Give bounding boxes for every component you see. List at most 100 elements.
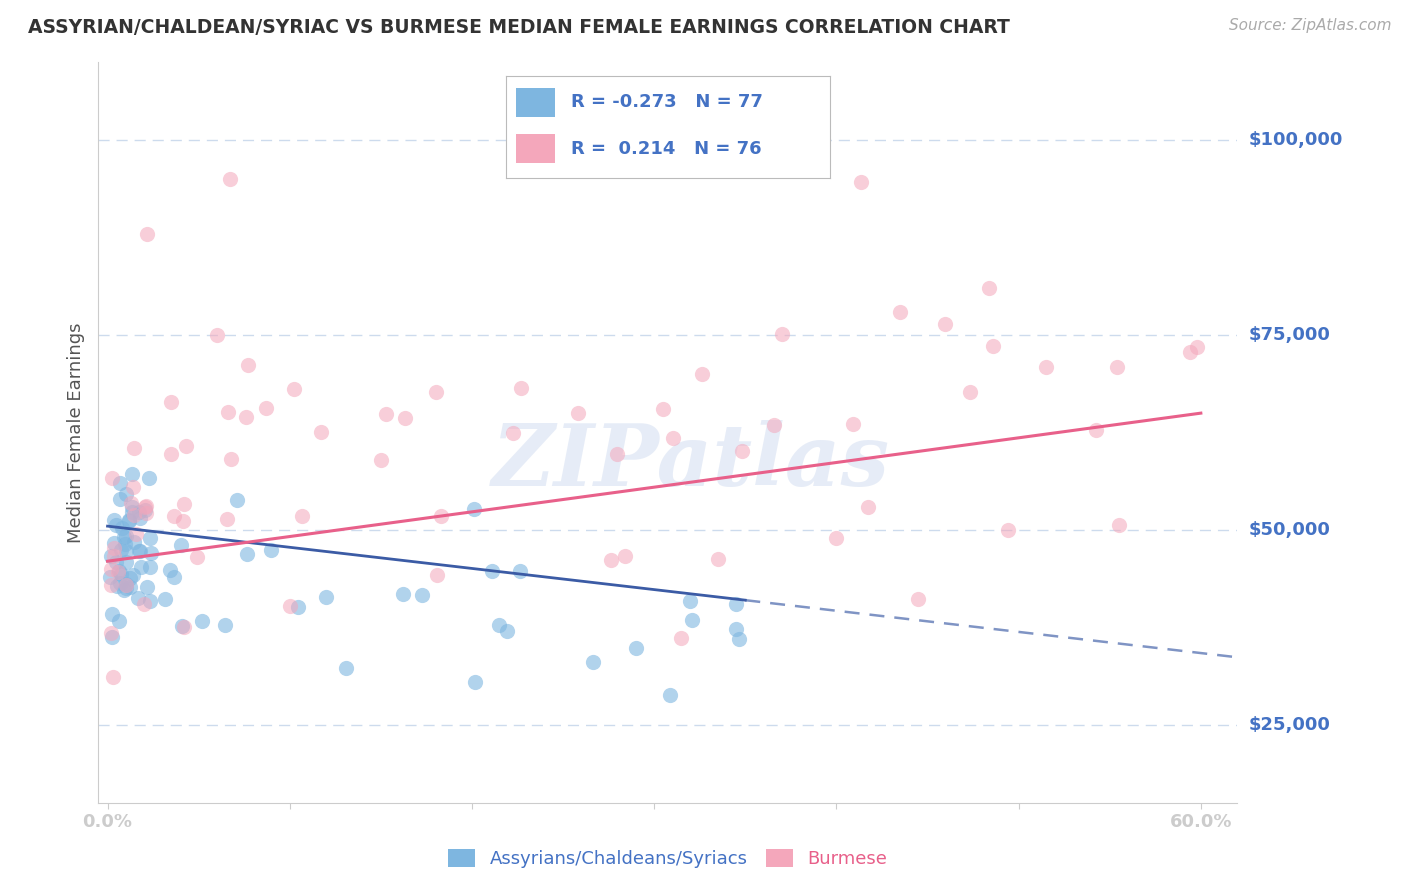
Point bbox=[191, 614, 214, 628]
Point bbox=[162, 570, 184, 584]
Legend: Assyrians/Chaldeans/Syriacs, Burmese: Assyrians/Chaldeans/Syriacs, Burmese bbox=[441, 841, 894, 875]
Point bbox=[889, 305, 911, 319]
Text: $50,000: $50,000 bbox=[1249, 521, 1330, 539]
Point bbox=[121, 500, 143, 515]
Point bbox=[120, 571, 142, 585]
Point bbox=[959, 385, 981, 400]
Point bbox=[567, 406, 589, 420]
Point bbox=[858, 500, 880, 515]
Point bbox=[128, 505, 150, 519]
Point bbox=[614, 549, 637, 563]
Point bbox=[173, 497, 195, 511]
Point bbox=[108, 565, 131, 579]
Point bbox=[481, 564, 503, 578]
Point bbox=[110, 567, 132, 582]
Point bbox=[851, 176, 873, 190]
Point bbox=[100, 578, 122, 592]
Point bbox=[110, 476, 132, 491]
Point bbox=[724, 622, 747, 636]
Point bbox=[217, 512, 239, 526]
Point bbox=[100, 626, 122, 640]
Point bbox=[725, 597, 748, 611]
Point bbox=[1185, 340, 1208, 354]
Point bbox=[934, 318, 956, 332]
Point bbox=[464, 675, 486, 690]
Point bbox=[122, 535, 145, 549]
Point bbox=[132, 598, 155, 612]
Point bbox=[626, 640, 648, 655]
Point bbox=[219, 452, 242, 467]
Point bbox=[103, 513, 125, 527]
Point bbox=[108, 491, 131, 506]
Point bbox=[108, 576, 131, 591]
Point bbox=[125, 527, 148, 541]
Point bbox=[103, 541, 125, 555]
Point bbox=[1084, 423, 1107, 437]
Point bbox=[115, 555, 138, 569]
Point bbox=[139, 594, 162, 608]
Point bbox=[426, 567, 449, 582]
Point bbox=[205, 328, 228, 343]
Point bbox=[463, 501, 485, 516]
Point bbox=[112, 530, 135, 544]
Point bbox=[727, 632, 749, 647]
Point bbox=[658, 689, 681, 703]
Point bbox=[103, 670, 125, 684]
Point bbox=[138, 532, 160, 546]
Point bbox=[669, 631, 692, 645]
Point bbox=[315, 591, 337, 605]
Point bbox=[134, 500, 156, 515]
Point bbox=[509, 381, 531, 395]
Point bbox=[121, 467, 143, 482]
Point bbox=[425, 384, 447, 399]
Point bbox=[606, 447, 628, 461]
Point bbox=[115, 577, 138, 591]
Point bbox=[134, 499, 156, 513]
Point bbox=[707, 552, 730, 566]
Text: R = -0.273   N = 77: R = -0.273 N = 77 bbox=[571, 94, 762, 112]
Point bbox=[488, 618, 510, 632]
Point bbox=[100, 471, 122, 485]
Point bbox=[118, 580, 141, 594]
Point bbox=[236, 358, 259, 372]
Point bbox=[681, 613, 703, 627]
Point bbox=[139, 559, 162, 574]
Point bbox=[121, 505, 143, 519]
Point bbox=[260, 543, 283, 558]
Point bbox=[370, 453, 392, 467]
Text: R =  0.214   N = 76: R = 0.214 N = 76 bbox=[571, 140, 762, 158]
Point bbox=[107, 614, 129, 628]
Text: Source: ZipAtlas.com: Source: ZipAtlas.com bbox=[1229, 18, 1392, 33]
Point bbox=[121, 480, 143, 494]
Y-axis label: Median Female Earnings: Median Female Earnings bbox=[66, 322, 84, 543]
Point bbox=[107, 565, 129, 579]
Point bbox=[115, 487, 138, 501]
Point bbox=[1035, 359, 1057, 374]
Point bbox=[394, 411, 416, 425]
Point bbox=[690, 368, 713, 382]
Point bbox=[112, 582, 135, 597]
Point bbox=[153, 591, 176, 606]
Point bbox=[652, 402, 675, 417]
Point bbox=[290, 508, 312, 523]
Point bbox=[118, 513, 141, 527]
Point bbox=[136, 227, 159, 241]
Point bbox=[127, 591, 149, 606]
Point bbox=[100, 561, 122, 575]
Point bbox=[825, 532, 848, 546]
Text: $100,000: $100,000 bbox=[1249, 131, 1343, 149]
Point bbox=[110, 543, 132, 558]
Point bbox=[100, 607, 122, 622]
Point bbox=[309, 425, 332, 439]
Point bbox=[1108, 518, 1130, 533]
Point bbox=[160, 394, 183, 409]
Bar bbox=[516, 88, 554, 117]
Point bbox=[392, 587, 415, 601]
Point bbox=[100, 631, 122, 645]
Point bbox=[172, 514, 194, 528]
Point bbox=[502, 426, 524, 441]
Point bbox=[115, 578, 138, 592]
Point bbox=[114, 529, 136, 543]
Point bbox=[283, 382, 305, 396]
Point bbox=[661, 431, 683, 445]
